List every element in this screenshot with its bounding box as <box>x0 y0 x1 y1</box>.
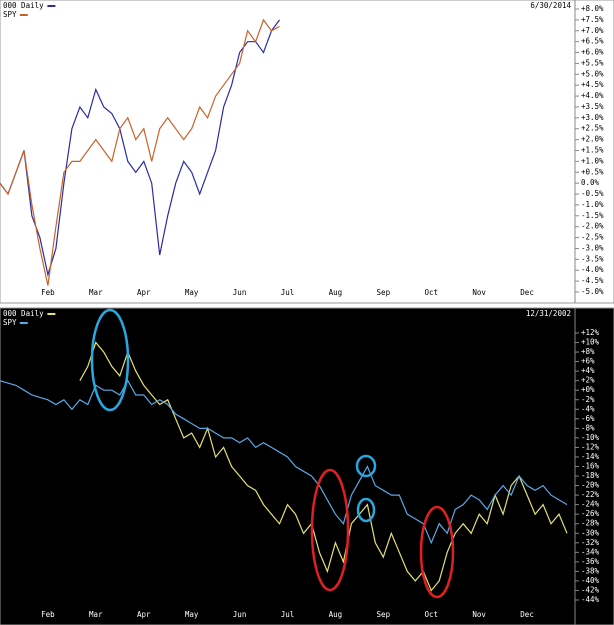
x-tick-label: Jun <box>233 610 247 619</box>
y-tick-label: -30% <box>581 528 600 537</box>
y-tick-label: -14% <box>581 452 600 461</box>
highlight-ellipse <box>90 308 130 412</box>
y-tick-label: +4% <box>581 366 595 375</box>
annotations <box>90 308 455 599</box>
legend-label: 000 Daily <box>3 1 44 10</box>
y-tick-label: 0.0% <box>581 178 600 187</box>
y-tick-label: -4% <box>581 404 595 413</box>
y-tick-label: +6.0% <box>581 48 604 57</box>
y-tick-label: +7.5% <box>581 15 604 24</box>
y-tick-label: -20% <box>581 481 600 490</box>
panel-background <box>0 307 614 625</box>
y-tick-label: -8% <box>581 423 595 432</box>
y-tick-label: -36% <box>581 557 600 566</box>
y-tick-label: -2% <box>581 395 595 404</box>
y-tick-label: -1.0% <box>581 200 604 209</box>
y-tick-label: -3.0% <box>581 243 604 252</box>
y-tick-label: +3.0% <box>581 113 604 122</box>
y-tick-label: -34% <box>581 547 600 556</box>
y-tick-label: -28% <box>581 519 600 528</box>
x-tick-label: Mar <box>89 288 103 297</box>
x-tick-label: Aug <box>329 610 343 619</box>
y-tick-label: -44% <box>581 595 600 604</box>
y-tick-label: -4.0% <box>581 265 604 274</box>
y-tick-label: +2% <box>581 376 595 385</box>
y-tick-label: -2.5% <box>581 233 604 242</box>
y-tick-label: +8.0% <box>581 4 604 13</box>
y-tick-label: +0.5% <box>581 167 604 176</box>
y-tick-label: -24% <box>581 500 600 509</box>
y-tick-label: +12% <box>581 328 600 337</box>
y-tick-label: +6.5% <box>581 37 604 46</box>
x-tick-label: Feb <box>41 610 55 619</box>
y-tick-label: +7.0% <box>581 26 604 35</box>
y-tick-label: -42% <box>581 585 600 594</box>
y-tick-label: +3.5% <box>581 102 604 111</box>
x-tick-label: Sep <box>377 610 391 619</box>
y-tick-label: +2.5% <box>581 124 604 133</box>
x-tick-label: Dec <box>520 610 534 619</box>
y-tick-label: +1.5% <box>581 146 604 155</box>
y-tick-label: -18% <box>581 471 600 480</box>
y-tick-label: -40% <box>581 576 600 585</box>
y-tick-label: -10% <box>581 433 600 442</box>
y-tick-label: -5.0% <box>581 287 604 296</box>
legend-label: SPY <box>3 318 17 327</box>
y-tick-label: -16% <box>581 462 600 471</box>
legend-label: 000 Daily <box>3 309 44 318</box>
x-tick-label: Nov <box>472 288 486 297</box>
highlight-ellipse <box>355 454 377 478</box>
x-tick-label: May <box>185 610 199 619</box>
y-tick-label: +4.0% <box>581 91 604 100</box>
x-tick-label: Jul <box>281 288 295 297</box>
panel-background <box>0 0 614 304</box>
x-tick-label: Nov <box>472 610 486 619</box>
x-tick-label: Apr <box>137 288 151 297</box>
date-label: 6/30/2014 <box>530 1 571 10</box>
series-line <box>79 341 568 592</box>
y-tick-label: -0.5% <box>581 189 604 198</box>
x-tick-label: Oct <box>424 610 438 619</box>
y-tick-label: -26% <box>581 509 600 518</box>
highlight-ellipse <box>310 468 350 592</box>
y-tick-label: +5.5% <box>581 58 604 67</box>
y-tick-label: +0% <box>581 385 595 394</box>
y-tick-label: -2.0% <box>581 222 604 231</box>
highlight-ellipse <box>419 505 455 599</box>
x-tick-label: May <box>185 288 199 297</box>
y-tick-label: +2.0% <box>581 135 604 144</box>
y-tick-label: -1.5% <box>581 211 604 220</box>
y-tick-label: +5.0% <box>581 69 604 78</box>
y-tick-label: -6% <box>581 414 595 423</box>
y-tick-label: -3.5% <box>581 254 604 263</box>
x-tick-label: Feb <box>41 288 55 297</box>
y-tick-label: -32% <box>581 538 600 547</box>
x-tick-label: Sep <box>377 288 391 297</box>
panel: +8.0% +7.5% +7.0% +6.5% +6.0%+5.5% +5.0% +4.5%… <box>0 0 614 304</box>
legend-label: SPY <box>3 10 17 19</box>
series-line <box>0 18 280 286</box>
x-tick-label: Aug <box>329 288 343 297</box>
x-tick-label: Dec <box>520 288 534 297</box>
x-tick-label: Apr <box>137 610 151 619</box>
y-tick-label: -38% <box>581 566 600 575</box>
x-tick-label: Oct <box>424 288 438 297</box>
y-tick-label: -22% <box>581 490 600 499</box>
y-tick-label: +4.5% <box>581 80 604 89</box>
highlight-ellipse <box>356 497 376 523</box>
y-tick-label: -4.5% <box>581 276 604 285</box>
y-tick-label: +8% <box>581 347 595 356</box>
y-tick-label: +1.0% <box>581 156 604 165</box>
y-tick-label: -12% <box>581 442 600 451</box>
date-label: 12/31/2002 <box>526 309 571 318</box>
x-tick-label: Mar <box>89 610 103 619</box>
x-tick-label: Jun <box>233 288 247 297</box>
y-tick-label: +10% <box>581 338 600 347</box>
y-tick-label: +6% <box>581 357 595 366</box>
panel: +12%+10%+8%+6%+4%+2%+0%-2%-4%-6%-8%-10%-… <box>0 307 614 625</box>
x-tick-label: Jul <box>281 610 295 619</box>
series-line <box>0 19 280 277</box>
